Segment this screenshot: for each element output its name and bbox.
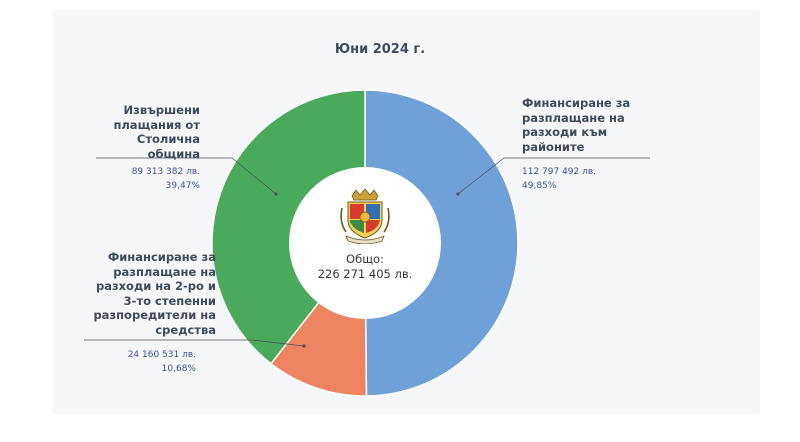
coat-of-arms-icon [340, 188, 390, 244]
center-label: Общо: [346, 252, 384, 266]
slice-amount-regions: 112 797 492 лв. [522, 167, 597, 177]
slice-percent-secondary: 10,68% [161, 364, 196, 374]
center-total-value: 226 271 405 лв. [317, 267, 413, 281]
chart-title: Юни 2024 г. [334, 42, 426, 57]
slice-label-regions: Финансиране за разплащане на разходи към… [522, 96, 631, 154]
center-total: Общо: 226 271 405 лв. [310, 252, 420, 282]
leader-line-municipality [96, 157, 277, 195]
slice-amount-secondary: 24 160 531 лв. [127, 350, 196, 360]
slice-percent-municipality: 39,47% [165, 181, 200, 191]
leader-line-secondary [84, 339, 305, 347]
slice-amount-municipality: 89 313 382 лв. [131, 167, 200, 177]
leader-line-secondary-dot [302, 344, 306, 348]
leader-line-regions [457, 157, 650, 195]
slice-regions [364, 89, 519, 397]
leader-line-regions-dot [456, 192, 460, 196]
leader-line-municipality-dot [274, 192, 278, 196]
slice-label-municipality: Извършени плащания от Столична община [113, 103, 200, 161]
slice-label-secondary: Финансиране за разплащане на разходи на … [93, 250, 216, 337]
slice-municipality [211, 89, 366, 365]
slice-percent-regions: 49,85% [522, 181, 557, 191]
